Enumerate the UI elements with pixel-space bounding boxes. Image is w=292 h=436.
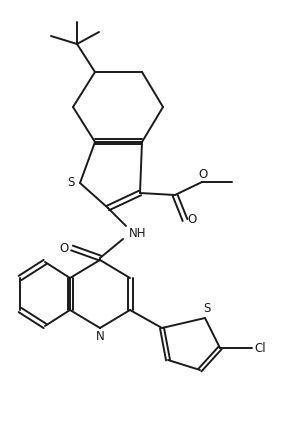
Text: NH: NH [129, 228, 147, 241]
Text: S: S [203, 303, 211, 316]
Text: O: O [198, 167, 208, 181]
Text: O: O [187, 214, 197, 226]
Text: N: N [95, 330, 104, 344]
Text: O: O [59, 242, 69, 255]
Text: Cl: Cl [254, 341, 266, 354]
Text: S: S [67, 177, 75, 190]
